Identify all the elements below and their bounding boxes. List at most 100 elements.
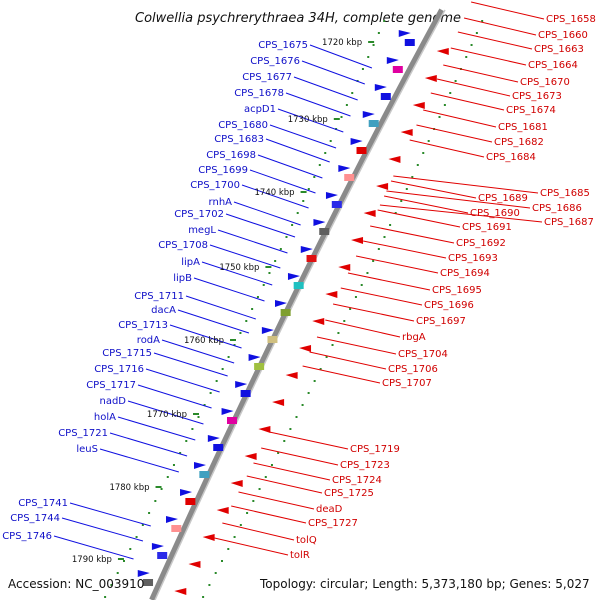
right-gene-label: CPS_1687 [544, 217, 594, 228]
right-gene-label: CPS_1706 [388, 364, 438, 375]
tick-dot [148, 512, 151, 514]
gene-block [356, 147, 367, 154]
leader-line [430, 92, 505, 111]
left-gene-label: acpD1 [244, 104, 276, 115]
tick-dot [258, 488, 261, 490]
reverse-gene [174, 588, 187, 595]
right-gene-label: CPS_1694 [440, 268, 490, 279]
right-gene-label: tolQ [296, 535, 317, 546]
reverse-gene [230, 480, 243, 487]
leader-line [233, 201, 301, 226]
reverse-gene [424, 75, 437, 82]
kbp-label: 1730 kbp [288, 115, 328, 125]
right-gene-label: CPS_1663 [534, 44, 584, 55]
tick-dot [135, 536, 138, 538]
map-title: Colwellia psychrerythraea 34H, complete … [135, 11, 461, 26]
tick-dot [104, 596, 107, 598]
topology-text: Topology: circular; Length: 5,373,180 bp… [259, 577, 590, 591]
tick-dot [268, 272, 271, 274]
tick-dot [277, 452, 280, 454]
right-gene-label: CPS_1724 [332, 475, 382, 486]
reverse-gene [312, 318, 325, 325]
leader-line [153, 352, 228, 377]
reverse-gene [412, 102, 425, 109]
tick-dot [302, 200, 305, 202]
tick-dot [351, 92, 354, 94]
forward-gene [300, 246, 313, 253]
leader-line [249, 169, 316, 194]
tick-dot [331, 344, 334, 346]
right-gene-label: CPS_1695 [432, 285, 482, 296]
reverse-gene [202, 534, 215, 541]
left-gene-label: CPS_1699 [198, 165, 248, 176]
tick-dot [377, 248, 380, 250]
leader-line [325, 319, 401, 338]
tick-dot [329, 140, 332, 142]
gene-block [404, 39, 415, 46]
tick-dot [481, 20, 484, 22]
left-gene-label: CPS_1678 [234, 88, 284, 99]
tick-dot [251, 308, 254, 310]
leader-line [109, 432, 188, 457]
gene-block [254, 363, 265, 370]
leader-line [309, 351, 387, 370]
gene-block [226, 417, 237, 424]
tick-dot [256, 296, 259, 298]
leader-line [301, 60, 365, 85]
left-gene-label: CPS_1746 [2, 531, 52, 542]
tick-dot [197, 416, 200, 418]
tick-dot [154, 500, 157, 502]
tick-dot [160, 488, 163, 490]
tick-dot [270, 464, 273, 466]
tick-dot [438, 116, 441, 118]
reverse-gene [188, 561, 201, 568]
tick-dot [325, 356, 328, 358]
tick-dot [227, 548, 230, 550]
tick-dot [307, 188, 310, 190]
left-gene-label: CPS_1717 [86, 380, 136, 391]
leader-line [61, 517, 144, 542]
reverse-gene [338, 264, 351, 271]
tick-dot [202, 596, 205, 598]
gene-block [331, 201, 342, 208]
reverse-gene [351, 237, 364, 244]
gene-block [171, 525, 182, 532]
right-gene-label: CPS_1725 [324, 488, 374, 499]
tick-dot [279, 248, 282, 250]
tick-dot [285, 236, 288, 238]
leader-lines [53, 1, 545, 560]
tick-dot [191, 428, 194, 430]
left-gene-label: CPS_1711 [134, 291, 184, 302]
leader-line [269, 124, 337, 149]
gene-labels: 1720 kbp 1730 kbp 1740 kbp 1750 kbp 1760 kbp… [2, 14, 596, 565]
gene-block [267, 336, 278, 343]
tick-dot [227, 356, 230, 358]
tick-dot [383, 20, 386, 22]
leader-line [347, 272, 431, 291]
leader-line [370, 225, 455, 244]
tick-dot [354, 296, 357, 298]
left-gene-label: lipA [181, 257, 200, 268]
forward-gene [221, 408, 234, 415]
forward-gene [151, 543, 164, 550]
leader-line [269, 431, 349, 450]
gene-block [199, 471, 210, 478]
gene-block [280, 309, 291, 316]
tick-dot [394, 212, 397, 214]
left-gene-label: CPS_1744 [10, 513, 60, 524]
forward-gene [248, 354, 261, 361]
leader-line [137, 384, 212, 409]
forward-gene [287, 273, 300, 280]
right-gene-label: CPS_1690 [470, 208, 520, 219]
kbp-label: 1790 kbp [72, 555, 112, 565]
reverse-gene [363, 210, 376, 217]
forward-gene [398, 30, 411, 37]
kbp-label: 1760 kbp [184, 336, 224, 346]
reverse-gene [400, 129, 413, 136]
left-gene-label: rodA [137, 335, 160, 346]
right-gene-label: CPS_1697 [416, 316, 466, 327]
tick-dot [372, 260, 375, 262]
tick-dot [214, 572, 217, 574]
right-gene-label: rbgA [402, 332, 426, 343]
right-gene-label: CPS_1674 [506, 105, 556, 116]
